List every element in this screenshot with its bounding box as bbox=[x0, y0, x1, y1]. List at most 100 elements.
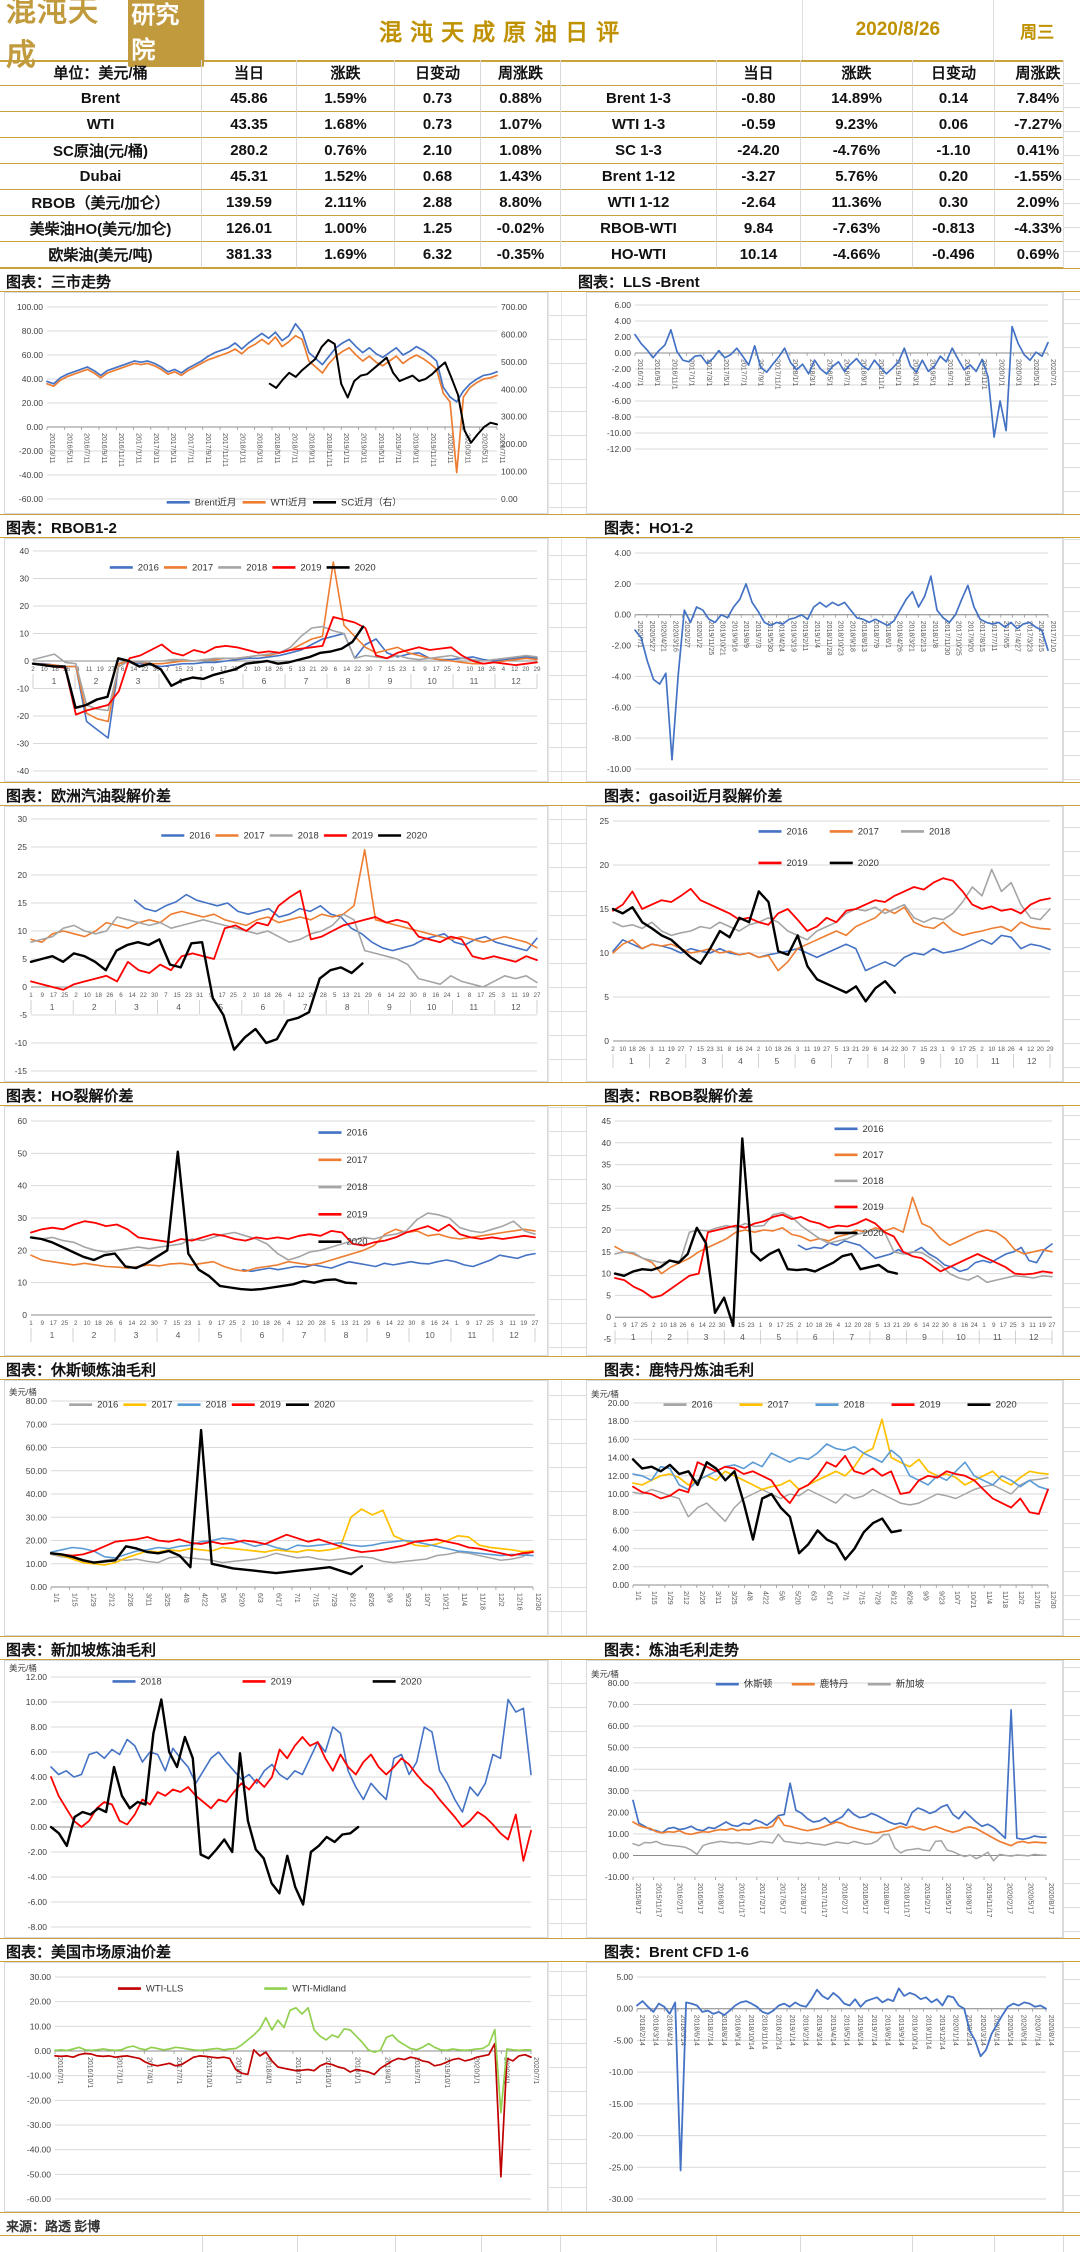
svg-text:0.00: 0.00 bbox=[34, 2046, 51, 2056]
price-table-cell: 43.35 bbox=[202, 112, 297, 138]
svg-text:-10: -10 bbox=[15, 1038, 28, 1048]
price-table-cell: -7.27% bbox=[995, 112, 1080, 138]
svg-text:12: 12 bbox=[1027, 1046, 1035, 1053]
chart-title-singapore: 图表：新加坡炼油毛利 bbox=[6, 1642, 157, 1659]
source-row: 来源：路透 彭博 bbox=[0, 2212, 1080, 2236]
price-table-cell: -1.10 bbox=[913, 138, 995, 164]
price-table-header-cell: 周涨跌 bbox=[481, 60, 560, 86]
chart-title-brent-cfd: 图表：Brent CFD 1-6 bbox=[604, 1944, 750, 1961]
svg-text:30: 30 bbox=[20, 574, 30, 584]
svg-text:18: 18 bbox=[265, 666, 273, 673]
svg-text:2020: 2020 bbox=[346, 1237, 367, 1248]
svg-text:6: 6 bbox=[378, 992, 382, 999]
svg-text:2020/7/1: 2020/7/1 bbox=[1049, 359, 1056, 386]
svg-text:2020/3/14: 2020/3/14 bbox=[979, 2015, 986, 2046]
svg-text:25: 25 bbox=[61, 992, 69, 999]
svg-text:5: 5 bbox=[289, 666, 293, 673]
svg-text:2017/11/1: 2017/11/1 bbox=[774, 359, 781, 390]
svg-text:9: 9 bbox=[992, 1322, 996, 1329]
svg-text:2018/7/1: 2018/7/1 bbox=[843, 359, 850, 386]
svg-text:10/21: 10/21 bbox=[969, 1591, 976, 1609]
svg-text:8: 8 bbox=[423, 992, 427, 999]
price-table-cell: -0.80 bbox=[717, 86, 801, 112]
svg-text:16: 16 bbox=[431, 1320, 439, 1327]
svg-text:2019/11/14: 2019/11/14 bbox=[924, 2015, 931, 2050]
price-table-cell: 1.68% bbox=[297, 112, 395, 138]
chart-title-margin-trend: 图表：炼油毛利走势 bbox=[604, 1642, 740, 1659]
svg-text:2018/11/14: 2018/11/14 bbox=[761, 2015, 768, 2050]
svg-text:-10.00: -10.00 bbox=[27, 2071, 51, 2081]
svg-text:4.00: 4.00 bbox=[614, 316, 631, 326]
svg-text:19: 19 bbox=[668, 1046, 676, 1053]
price-table-cell: 0.73 bbox=[395, 112, 481, 138]
svg-text:50: 50 bbox=[18, 1148, 28, 1158]
svg-text:2019/5/11: 2019/5/11 bbox=[377, 433, 384, 464]
svg-text:2: 2 bbox=[980, 1046, 984, 1053]
svg-text:30: 30 bbox=[410, 992, 418, 999]
chart-rbob-crack: -5 0 5 10 15 20 25 30 35 40 45 1 9 17 25 2 10 18 26 6 14 22 30… bbox=[586, 1106, 1063, 1356]
svg-text:2019: 2019 bbox=[260, 1400, 281, 1411]
price-table-cell: SC 1-3 bbox=[561, 138, 717, 164]
svg-text:2020: 2020 bbox=[858, 858, 879, 869]
svg-text:2019: 2019 bbox=[352, 831, 373, 842]
svg-text:100.00: 100.00 bbox=[17, 302, 43, 312]
svg-text:29: 29 bbox=[365, 992, 373, 999]
svg-text:6/17: 6/17 bbox=[274, 1593, 281, 1607]
svg-text:2020: 2020 bbox=[355, 562, 376, 573]
svg-text:22: 22 bbox=[354, 666, 362, 673]
svg-text:28: 28 bbox=[864, 1322, 872, 1329]
svg-text:-50.00: -50.00 bbox=[27, 2169, 51, 2179]
svg-text:25: 25 bbox=[229, 1320, 237, 1327]
svg-text:2020/3/16: 2020/3/16 bbox=[671, 621, 678, 652]
price-table-cell: 10.14 bbox=[717, 242, 801, 268]
price-table-cell: WTI 1-12 bbox=[561, 190, 717, 216]
svg-text:12/2: 12/2 bbox=[497, 1593, 504, 1607]
chart-margin-trend: -10.00 0.00 10.00 20.00 30.00 40.00 50.00 60.00… bbox=[586, 1660, 1063, 1938]
price-table-cell: -3.27 bbox=[717, 164, 801, 190]
price-table-cell: -7.63% bbox=[801, 216, 913, 242]
price-table-cell: 0.73 bbox=[395, 86, 481, 112]
price-table-cell: -4.33% bbox=[995, 216, 1080, 242]
chart-eu-gasoline-crack: -15 -10 -5 0 5 10 15 20 25 30 1 9 17 25 2 10 18 26 6 14 22 30… bbox=[4, 806, 548, 1082]
svg-text:2019/3/1: 2019/3/1 bbox=[911, 359, 918, 386]
svg-text:2018/4/1: 2018/4/1 bbox=[264, 2057, 271, 2084]
chart-canvas-lls-brent: -12.00 -10.00 -8.00 -6.00 -4.00 -2.00 0.00 2.00… bbox=[607, 300, 1056, 454]
svg-text:2017/2/15: 2017/2/15 bbox=[1037, 621, 1044, 652]
svg-text:2: 2 bbox=[92, 1330, 97, 1340]
svg-text:2020/2/17: 2020/2/17 bbox=[1006, 1883, 1013, 1914]
svg-text:7/1: 7/1 bbox=[842, 1591, 849, 1601]
svg-text:2018: 2018 bbox=[206, 1400, 227, 1411]
svg-text:2: 2 bbox=[611, 1046, 615, 1053]
svg-text:0.00: 0.00 bbox=[501, 494, 518, 504]
svg-text:2016/5/11: 2016/5/11 bbox=[65, 433, 72, 464]
svg-text:17: 17 bbox=[959, 1046, 967, 1053]
price-table-cell: WTI 1-3 bbox=[561, 112, 717, 138]
svg-text:2016: 2016 bbox=[863, 1124, 884, 1135]
svg-text:10: 10 bbox=[252, 992, 260, 999]
svg-text:10: 10 bbox=[84, 992, 92, 999]
svg-text:9/9: 9/9 bbox=[921, 1591, 928, 1601]
svg-text:24: 24 bbox=[971, 1322, 979, 1329]
svg-text:10: 10 bbox=[600, 948, 610, 958]
svg-text:45: 45 bbox=[602, 1116, 612, 1126]
svg-text:30: 30 bbox=[942, 1322, 950, 1329]
svg-text:6: 6 bbox=[119, 1320, 123, 1327]
svg-text:4/8: 4/8 bbox=[182, 1593, 189, 1603]
chart-brent-cfd-1-6: -30.00 -25.00 -20.00 -15.00 -10.00 -5.00 0.00 5… bbox=[586, 1962, 1063, 2212]
svg-text:26: 26 bbox=[276, 666, 284, 673]
svg-text:2016: 2016 bbox=[787, 826, 808, 837]
svg-text:2020/4/14: 2020/4/14 bbox=[992, 2015, 999, 2046]
price-table-cell: 1.69% bbox=[297, 242, 395, 268]
svg-text:1/29: 1/29 bbox=[666, 1591, 673, 1605]
svg-text:2017/4/1: 2017/4/1 bbox=[145, 2057, 152, 2084]
svg-text:14: 14 bbox=[386, 1320, 394, 1327]
svg-text:2018: 2018 bbox=[141, 1676, 162, 1687]
svg-text:70.00: 70.00 bbox=[26, 1419, 48, 1429]
svg-text:15: 15 bbox=[600, 904, 610, 914]
svg-text:1: 1 bbox=[631, 1332, 636, 1342]
price-table-header-cell: 日变动 bbox=[913, 60, 995, 86]
svg-text:18: 18 bbox=[670, 1322, 678, 1329]
page-title: 混沌天成原油日评 bbox=[379, 20, 628, 45]
